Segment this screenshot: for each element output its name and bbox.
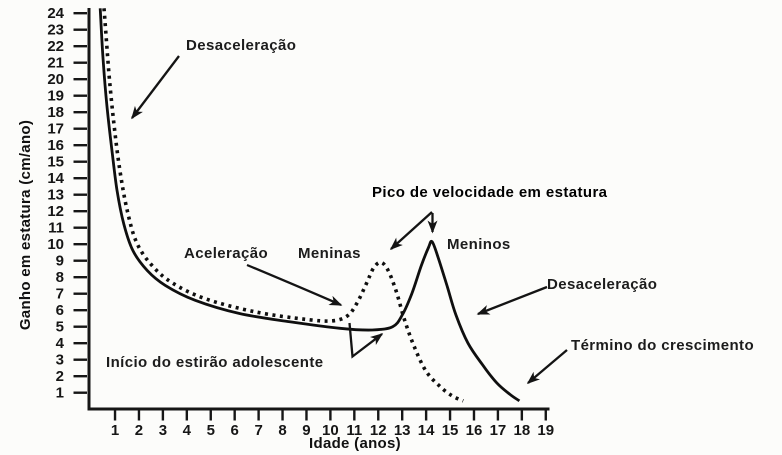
arrow-aceleracao	[246, 263, 343, 307]
y-tick-label: 17	[47, 121, 64, 138]
y-tick-label: 20	[47, 71, 64, 88]
arrow-termino	[526, 349, 568, 384]
x-tick-label: 4	[183, 422, 192, 439]
arrow-desaceleracao-right	[476, 285, 548, 316]
y-tick-label: 16	[47, 137, 64, 154]
x-tick-label: 14	[418, 422, 435, 439]
y-tick-label: 13	[47, 187, 64, 204]
y-tick-label: 18	[47, 104, 64, 121]
x-axis-title: Idade (anos)	[309, 435, 401, 452]
x-tick-label: 7	[254, 422, 262, 439]
x-tick-label: 9	[302, 422, 310, 439]
x-tick-label: 8	[278, 422, 286, 439]
x-tick-label: 15	[442, 422, 459, 439]
x-tick-label: 16	[466, 422, 483, 439]
x-tick-label: 1	[111, 422, 119, 439]
x-tick-label: 6	[231, 422, 239, 439]
x-tick-label: 10	[322, 422, 339, 439]
y-tick-label: 24	[47, 5, 64, 22]
y-tick-label: 21	[47, 55, 64, 72]
annotation-pico-de-velocidade: Pico de velocidade em estatura	[372, 184, 608, 201]
x-tick-label: 2	[135, 422, 143, 439]
y-tick-label: 11	[48, 220, 64, 237]
y-tick-label: 15	[47, 154, 64, 171]
x-tick-label: 19	[537, 422, 554, 439]
y-tick-label: 9	[56, 253, 64, 270]
y-tick-label: 7	[56, 286, 64, 303]
annotation-aceleracao: Aceleração	[184, 245, 269, 262]
annotation-meninos-label: Meninos	[447, 236, 511, 253]
arrows-group	[131, 55, 568, 384]
y-tick-label: 12	[47, 203, 64, 220]
y-tick-label: 4	[56, 335, 65, 352]
arrow-pico-to-meninas	[389, 211, 433, 251]
arrow-inicio-estirao	[348, 322, 384, 359]
arrow-desaceleracao-top	[131, 55, 180, 120]
annotation-meninas-label: Meninas	[298, 245, 361, 262]
y-tick-label: 1	[56, 385, 64, 402]
y-tick-label: 6	[56, 302, 64, 319]
y-tick-label: 23	[47, 22, 64, 39]
x-tick-label: 17	[490, 422, 507, 439]
y-axis-title: Ganho em estatura (cm/ano)	[17, 119, 34, 331]
y-tick-label: 2	[56, 368, 64, 385]
x-tick-label: 18	[513, 422, 530, 439]
y-tick-label: 14	[47, 170, 64, 187]
x-tick-label: 12	[370, 422, 387, 439]
x-tick-label: 3	[159, 422, 167, 439]
x-tick-label: 5	[207, 422, 215, 439]
y-tick-label: 3	[56, 352, 64, 369]
x-tick-label: 13	[394, 422, 411, 439]
curve-meninos	[98, 8, 521, 403]
curve-meninas	[102, 8, 464, 403]
annotation-desaceleracao-right: Desaceleração	[547, 276, 658, 293]
y-tick-label: 5	[56, 319, 64, 336]
curves-group	[98, 8, 521, 403]
y-tick-label: 10	[47, 236, 64, 253]
axes-group: 1234567891011121314151617181920212223241…	[47, 5, 554, 439]
annotation-inicio-estirao: Início do estirão adolescente	[106, 354, 324, 371]
y-tick-label: 22	[47, 38, 64, 55]
y-tick-label: 8	[56, 269, 64, 286]
y-tick-label: 19	[47, 88, 64, 105]
annotation-desaceleracao-top: Desaceleração	[186, 37, 297, 54]
x-tick-label: 11	[346, 422, 362, 439]
annotation-termino-crescimento: Término do crescimento	[571, 337, 755, 354]
